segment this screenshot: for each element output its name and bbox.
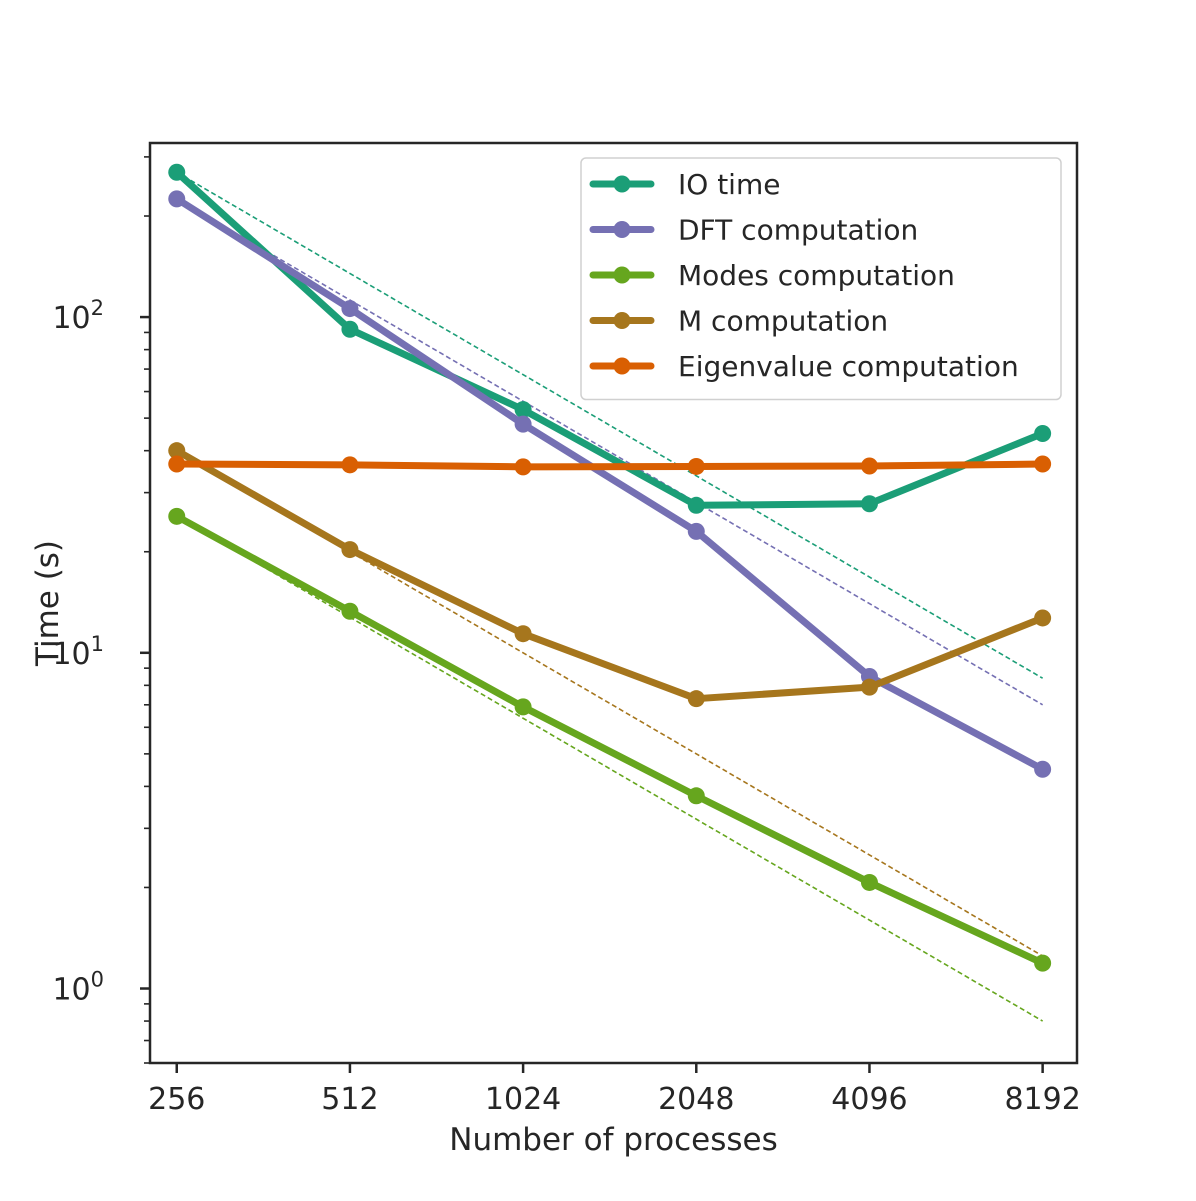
eigenvalue-computation-point	[168, 455, 186, 473]
io-time-point	[860, 495, 878, 513]
dft-computation-point	[1034, 760, 1052, 778]
eigenvalue-computation-point	[1034, 455, 1052, 473]
eigenvalue-computation-point	[514, 458, 532, 476]
io-time-point	[168, 163, 186, 181]
m-computation-series	[168, 442, 1052, 708]
x-tick-label: 512	[321, 1082, 378, 1117]
x-tick-label: 4096	[831, 1082, 907, 1117]
modes-computation-point	[514, 698, 532, 716]
x-tick-label: 256	[148, 1082, 205, 1117]
io-time-ideal-line	[176, 171, 1044, 679]
modes-computation-point	[1034, 954, 1052, 972]
y-axis-label: Time (s)	[30, 540, 66, 667]
modes-computation-point	[168, 507, 186, 525]
x-tick-label: 1024	[485, 1082, 561, 1117]
m-computation-line	[173, 447, 1047, 703]
modes-computation-ideal-line	[176, 515, 1044, 1022]
m-computation-point	[341, 541, 359, 559]
legend-entry: Modes computation	[589, 259, 955, 292]
modes-computation-series	[168, 507, 1052, 972]
eigenvalue-computation-series	[168, 455, 1052, 476]
legend-swatch-marker	[613, 266, 631, 284]
series-lines	[168, 163, 1052, 972]
legend: IO time DFT computation Modes computation M…	[580, 157, 1062, 401]
m-computation-point	[860, 678, 878, 696]
legend-swatch-marker	[613, 312, 631, 329]
io-time-series	[168, 163, 1052, 514]
io-time-point	[1034, 425, 1052, 443]
legend-label: IO time	[678, 168, 780, 201]
m-computation-point	[1034, 609, 1052, 627]
legend-box	[580, 157, 1062, 401]
dft-computation-point	[687, 522, 705, 540]
m-computation-ideal-line	[176, 449, 1044, 957]
legend-label: Modes computation	[678, 259, 955, 292]
dft-computation-line	[173, 195, 1047, 773]
m-computation-point	[514, 625, 532, 643]
legend-label: DFT computation	[678, 214, 918, 247]
dft-computation-series	[168, 190, 1052, 778]
dft-computation-point	[341, 300, 359, 318]
m-computation-point	[687, 690, 705, 708]
eigenvalue-computation-point	[687, 457, 705, 475]
x-tick-label: 2048	[658, 1082, 734, 1117]
plot-frame	[148, 141, 1079, 1065]
io-time-point	[687, 496, 705, 514]
eigenvalue-computation-point	[860, 457, 878, 475]
legend-entry: DFT computation	[589, 214, 918, 247]
m-computation-point	[168, 442, 186, 460]
io-time-line	[173, 168, 1047, 509]
modes-computation-point	[860, 873, 878, 891]
legend-label: M computation	[678, 305, 888, 338]
ideal-scaling-lines	[176, 171, 1044, 1022]
modes-computation-point	[341, 602, 359, 620]
eigenvalue-computation-point	[341, 456, 359, 474]
legend-entry: IO time	[589, 168, 780, 201]
legend-entry: Eigenvalue computation	[589, 350, 1019, 383]
io-time-point	[514, 401, 532, 419]
legend-label: Eigenvalue computation	[678, 350, 1019, 383]
legend-entry: M computation	[589, 305, 888, 338]
modes-computation-line	[173, 512, 1047, 967]
modes-computation-point	[687, 787, 705, 805]
dft-computation-point	[168, 190, 186, 208]
legend-swatch-marker	[613, 357, 631, 375]
io-time-point	[341, 320, 359, 338]
dft-computation-ideal-line	[176, 198, 1044, 706]
legend-swatch-marker	[613, 221, 631, 238]
x-axis-label: Number of processes	[449, 1122, 777, 1158]
dft-computation-point	[514, 415, 532, 433]
eigenvalue-computation-line	[173, 460, 1047, 471]
y-tick-label: 102	[52, 296, 104, 336]
legend-swatch-marker	[613, 175, 631, 193]
y-tick-label: 100	[52, 968, 104, 1008]
x-tick-label: 8192	[1004, 1082, 1080, 1117]
